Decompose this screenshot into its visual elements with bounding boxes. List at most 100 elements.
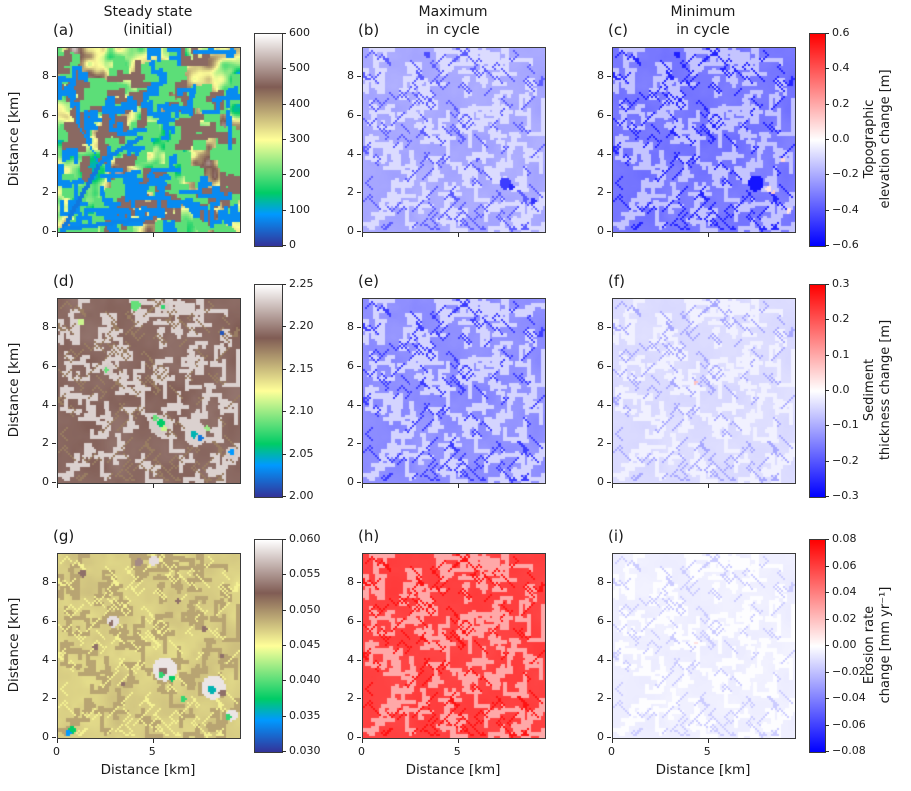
colorbar-tick-mark — [282, 33, 286, 34]
panel-b-label: (b) — [358, 21, 380, 39]
y-tick-label: 0 — [347, 730, 354, 743]
colorbar-tick-mark — [825, 425, 829, 427]
y-tick-mark — [52, 76, 56, 78]
colorbar-tick-label: 0.6 — [832, 26, 850, 39]
x-tick-mark — [362, 484, 363, 488]
y-tick-mark — [357, 153, 361, 155]
y-tick-label: 8 — [347, 69, 354, 83]
colorbar-tick-mark — [282, 751, 286, 752]
x-tick-mark — [707, 484, 709, 488]
y-tick-mark — [52, 231, 56, 232]
colorbar-tick-mark — [282, 645, 286, 646]
panel-g-label: (g) — [53, 527, 75, 545]
colorbar-tick-mark — [825, 390, 829, 391]
colorbar-title-line1: Sediment — [862, 358, 877, 422]
colorbar-tick-mark — [825, 539, 829, 540]
y-tick-mark — [52, 659, 56, 661]
colorbar-tick-mark — [282, 715, 286, 717]
x-tick-mark — [152, 484, 154, 488]
panel-d-label: (d) — [53, 272, 75, 290]
colorbar-tick-label: 400 — [289, 96, 310, 110]
y-tick-label: 8 — [597, 575, 604, 589]
colorbar-tick-label: 2.10 — [289, 404, 314, 418]
colorbar-tick-label: 0 — [289, 238, 296, 251]
y-tick-mark — [607, 737, 611, 738]
y-tick-mark — [52, 443, 56, 445]
column-title-line2: in cycle — [426, 22, 480, 38]
colorbar-tick-label: 0.1 — [832, 347, 850, 361]
colorbar-tick-label: −0.2 — [832, 167, 859, 181]
colorbar-tick-mark — [282, 453, 286, 455]
y-tick-mark — [357, 231, 361, 232]
colorbar-tick-label: −0.02 — [832, 664, 866, 678]
y-tick-label: 6 — [597, 107, 604, 121]
colorbar-tick-mark — [825, 174, 829, 176]
column-title-line2: in cycle — [676, 22, 730, 38]
colorbar-title-sediment-thickness: Sediment thickness change [m] — [862, 320, 894, 460]
colorbar-tick-mark — [282, 539, 286, 540]
colorbar-tick-label: 200 — [289, 167, 310, 181]
panel-h-canvas — [363, 554, 545, 738]
x-tick-label: 0 — [358, 745, 365, 758]
y-tick-label: 2 — [597, 436, 604, 450]
y-tick-mark — [607, 327, 611, 329]
colorbar-tick-label: 0.3 — [832, 277, 850, 290]
x-tick-mark — [152, 233, 154, 237]
x-axis-label-col-1: Distance [km] — [100, 762, 196, 778]
y-tick-label: 4 — [347, 146, 354, 160]
y-tick-mark — [357, 443, 361, 445]
y-tick-label: 6 — [42, 107, 49, 121]
y-tick-label: 6 — [597, 613, 604, 627]
y-tick-mark — [607, 659, 611, 661]
y-tick-mark — [52, 698, 56, 700]
colorbar-tick-mark — [825, 618, 829, 620]
colorbar-tick-label: 2.20 — [289, 319, 314, 333]
colorbar-sediment-thickness-left — [254, 284, 283, 498]
colorbar-tick-mark — [825, 645, 829, 646]
y-tick-label: 6 — [347, 358, 354, 372]
x-tick-mark — [457, 233, 459, 237]
x-tick-label: 5 — [148, 745, 156, 758]
y-tick-label: 6 — [597, 358, 604, 372]
y-tick-mark — [607, 76, 611, 78]
colorbar-tick-label: 500 — [289, 61, 310, 75]
y-tick-mark — [607, 620, 611, 622]
colorbar-tick-label: 0.08 — [832, 532, 857, 545]
panel-a-heatmap — [57, 47, 241, 233]
colorbar-tick-mark — [282, 326, 286, 328]
colorbar-tick-label: 2.25 — [289, 277, 314, 290]
colorbar-tick-label: 0.0 — [832, 383, 850, 396]
y-tick-mark — [52, 404, 56, 406]
y-tick-mark — [357, 659, 361, 661]
colorbar-erosion-rate-right — [809, 539, 826, 753]
column-title-line1: Minimum — [670, 4, 736, 20]
x-tick-mark — [362, 739, 363, 743]
panel-f-heatmap — [612, 298, 796, 484]
y-tick-label: 2 — [597, 185, 604, 199]
colorbar-tick-mark — [825, 592, 829, 593]
y-tick-label: 8 — [42, 320, 49, 334]
x-tick-mark — [707, 739, 709, 743]
colorbar-tick-label: −0.2 — [832, 453, 859, 467]
y-tick-label: 6 — [347, 613, 354, 627]
panel-h-heatmap — [362, 553, 546, 739]
y-tick-mark — [357, 76, 361, 78]
y-tick-mark — [52, 365, 56, 367]
x-tick-mark — [57, 484, 58, 488]
column-title-line1: Steady state — [103, 4, 193, 20]
y-tick-label: 4 — [42, 652, 49, 666]
colorbar-tick-label: 0.4 — [832, 61, 850, 75]
colorbar-tick-label: 0.2 — [832, 312, 850, 326]
colorbar-tick-label: 2.15 — [289, 361, 314, 375]
colorbar-tick-mark — [825, 284, 829, 285]
colorbar-title-erosion-rate: Erosion rate change [mm yr⁻¹] — [862, 587, 894, 704]
colorbar-title-line2: thickness change [m] — [878, 319, 893, 461]
colorbar-title-topographic-elevation: Topographic elevation change [m] — [862, 69, 894, 208]
y-tick-mark — [607, 114, 611, 116]
y-tick-mark — [607, 582, 611, 584]
colorbar-tick-label: 0.02 — [832, 611, 857, 625]
y-tick-mark — [52, 114, 56, 116]
x-tick-mark — [362, 233, 363, 237]
y-tick-mark — [52, 737, 56, 738]
y-tick-mark — [607, 192, 611, 194]
